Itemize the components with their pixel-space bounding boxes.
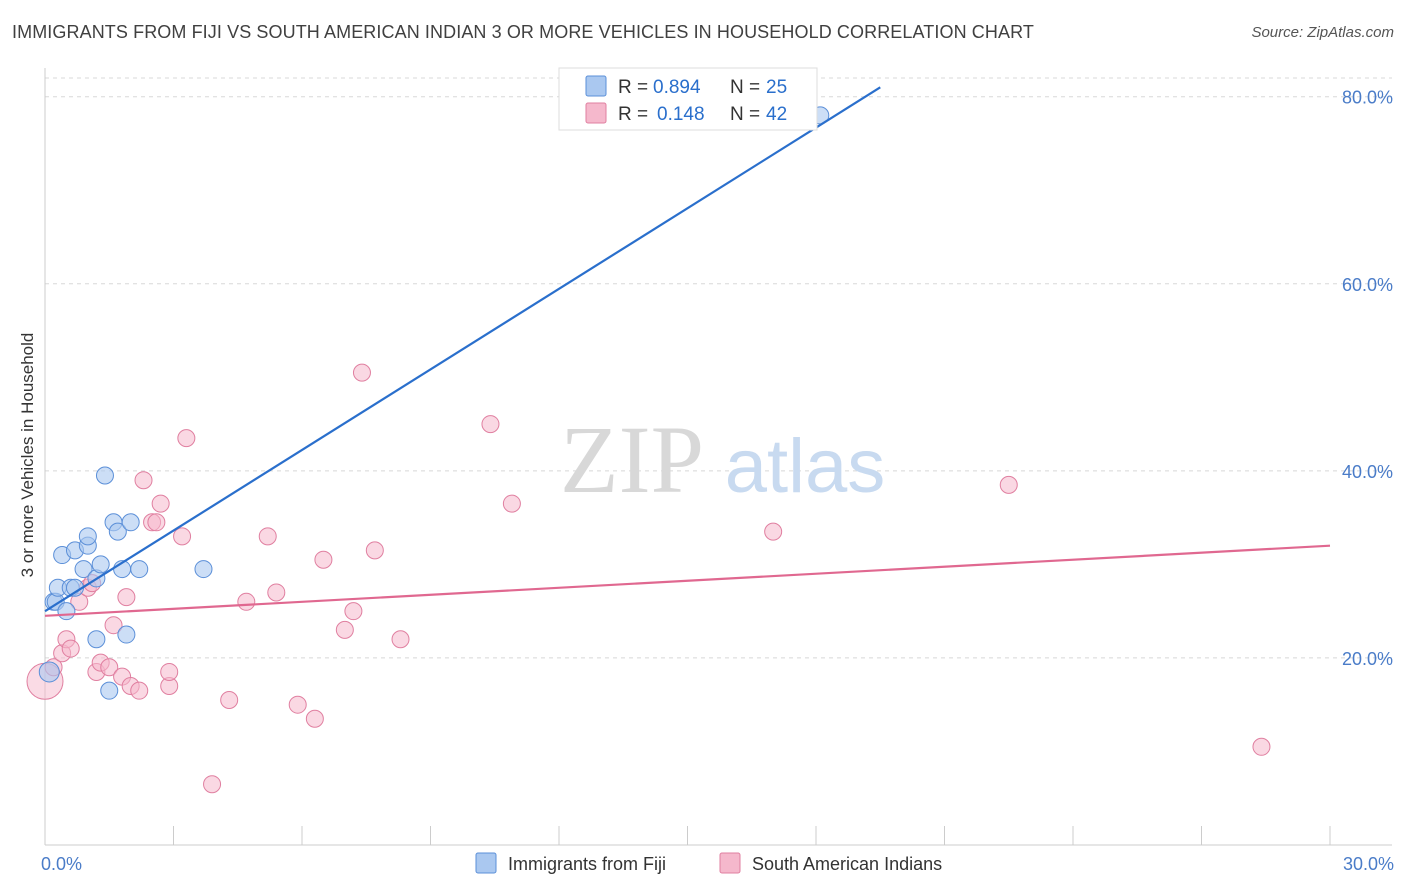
blue-point-9 bbox=[74, 560, 93, 579]
blue-point-22 bbox=[130, 560, 149, 579]
pink-point-18 bbox=[147, 513, 166, 532]
legend-label-south-american-indians: South American Indians bbox=[752, 854, 942, 874]
trendline-fiji bbox=[44, 86, 881, 613]
pink-point-40 bbox=[999, 475, 1018, 494]
pink-point-29 bbox=[288, 695, 307, 714]
stats-n-value-1: 25 bbox=[766, 77, 787, 98]
pink-point-10 bbox=[100, 658, 119, 677]
pink-point-30 bbox=[305, 709, 324, 728]
y-tick-label-3: 80.0% bbox=[1342, 88, 1393, 108]
pink-point-21 bbox=[160, 662, 179, 681]
pink-point-26 bbox=[237, 592, 256, 611]
blue-point-20 bbox=[117, 625, 136, 644]
stats-n-value-2: 42 bbox=[766, 104, 787, 125]
pink-point-33 bbox=[344, 602, 363, 621]
y-tick-label-0: 20.0% bbox=[1342, 649, 1393, 669]
legend-swatch-fiji bbox=[475, 852, 497, 874]
source-label: Source: ZipAtlas.com bbox=[1251, 24, 1394, 41]
stats-r-label-2: R = bbox=[618, 104, 648, 125]
x-tick-label-1: 30.0% bbox=[1343, 854, 1394, 874]
legend-swatch-south-american-indians bbox=[719, 852, 741, 874]
pink-point-41 bbox=[1252, 737, 1271, 756]
pink-point-19 bbox=[151, 494, 170, 513]
blue-point-14 bbox=[91, 555, 110, 574]
legend-label-fiji: Immigrants from Fiji bbox=[508, 854, 666, 874]
stats-r-value-2: 0.148 bbox=[657, 104, 705, 125]
grid-lines bbox=[45, 77, 1392, 659]
stats-r-label-1: R = bbox=[618, 77, 648, 98]
y-tick-label-2: 60.0% bbox=[1342, 275, 1393, 295]
pink-point-31 bbox=[314, 550, 333, 569]
tick-labels: 20.0% 40.0% 60.0% 80.0% 0.0% 30.0% bbox=[41, 88, 1394, 874]
blue-point-11 bbox=[78, 527, 97, 546]
trendlines bbox=[44, 86, 1331, 617]
blue-point-15 bbox=[95, 466, 114, 485]
pink-point-16 bbox=[134, 471, 153, 490]
pink-point-39 bbox=[764, 522, 783, 541]
x-tick-label-0: 0.0% bbox=[41, 854, 82, 874]
watermark-atlas: atlas bbox=[725, 424, 886, 509]
blue-point-18 bbox=[108, 522, 127, 541]
pink-point-36 bbox=[391, 630, 410, 649]
pink-point-4 bbox=[61, 639, 80, 658]
blue-point-16 bbox=[100, 681, 119, 700]
y-tick-label-1: 40.0% bbox=[1342, 462, 1393, 482]
watermark-zip: ZIP bbox=[560, 406, 704, 513]
stats-legend-pink-swatch bbox=[585, 102, 607, 124]
pink-point-32 bbox=[335, 620, 354, 639]
pink-point-37 bbox=[481, 415, 500, 434]
pink-point-25 bbox=[203, 775, 222, 794]
blue-point-5 bbox=[57, 602, 76, 621]
pink-point-24 bbox=[220, 691, 239, 710]
pink-point-34 bbox=[352, 363, 371, 382]
pink-point-23 bbox=[177, 429, 196, 448]
stats-legend: R = 0.894 N = 25 R = 0.148 N = 42 bbox=[558, 67, 818, 131]
pink-point-35 bbox=[365, 541, 384, 560]
blue-point-21 bbox=[121, 513, 140, 532]
watermark: ZIP atlas bbox=[560, 406, 885, 513]
trendline-south-american-indians bbox=[44, 544, 1331, 617]
blue-point-12 bbox=[87, 630, 106, 649]
pink-point-38 bbox=[502, 494, 521, 513]
pink-point-13 bbox=[117, 588, 136, 607]
stats-n-label-2: N = bbox=[730, 104, 760, 125]
blue-point-0 bbox=[38, 661, 60, 683]
stats-n-label-1: N = bbox=[730, 77, 760, 98]
axes bbox=[44, 68, 1392, 846]
series-south-american-indians bbox=[26, 363, 1271, 794]
stats-r-value-1: 0.894 bbox=[653, 77, 701, 98]
pink-point-15 bbox=[130, 681, 149, 700]
pink-point-27 bbox=[258, 527, 277, 546]
blue-point-23 bbox=[194, 560, 213, 579]
pink-point-11 bbox=[104, 616, 123, 635]
chart-title: IMMIGRANTS FROM FIJI VS SOUTH AMERICAN I… bbox=[12, 22, 1034, 42]
bottom-legend: Immigrants from Fiji South American Indi… bbox=[475, 852, 942, 874]
stats-legend-blue-swatch bbox=[585, 75, 607, 97]
pink-point-28 bbox=[267, 583, 286, 602]
pink-point-22 bbox=[173, 527, 192, 546]
